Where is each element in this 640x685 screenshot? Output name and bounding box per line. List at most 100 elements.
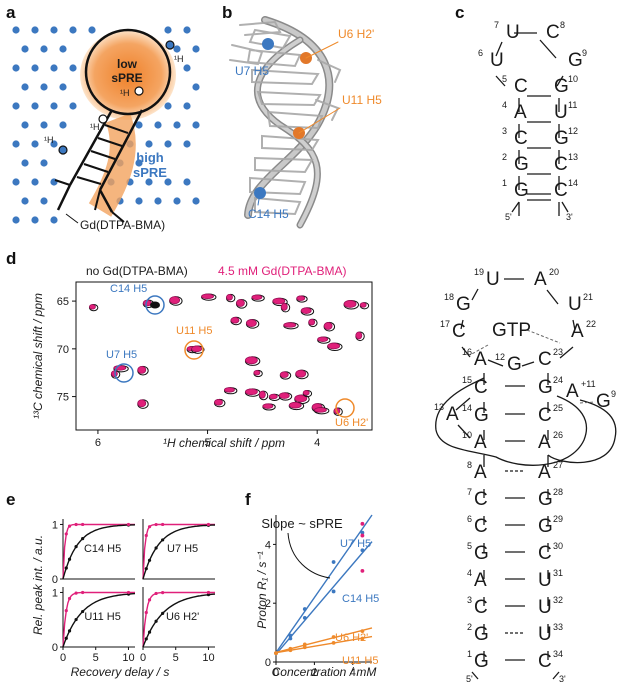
peak-contour-pink bbox=[246, 319, 257, 327]
gd-agent-dot bbox=[21, 45, 29, 53]
nucleotide-number: 28 bbox=[553, 487, 563, 497]
nucleotide-number: 30 bbox=[553, 541, 563, 551]
recovery-point-gd bbox=[64, 532, 68, 536]
backbone-segment bbox=[547, 399, 617, 464]
nucleotide-g9: G bbox=[568, 50, 583, 71]
gd-agent-dot bbox=[12, 26, 20, 34]
gd-agent-dot bbox=[173, 45, 181, 53]
recovery-ytick-label: 1 bbox=[52, 587, 58, 599]
gd-agent-dot bbox=[164, 26, 172, 34]
r1-ylabel: Proton R₁ / s⁻¹ bbox=[255, 551, 269, 628]
gd-agent-dot bbox=[183, 64, 191, 72]
nucleotide-g14: G bbox=[474, 405, 489, 426]
high-spre-label-2: sPRE bbox=[133, 165, 167, 180]
peak-contour-pink bbox=[300, 307, 312, 314]
gd-agent-dot bbox=[59, 83, 67, 91]
gd-agent-dot bbox=[12, 178, 20, 186]
nucleotide-number: 9 bbox=[582, 48, 587, 58]
nmr-xlabel: ¹H chemical shift / ppm bbox=[163, 436, 285, 450]
nucleotide-number: 20 bbox=[549, 267, 559, 277]
gd-agent-dot bbox=[173, 121, 181, 129]
gd-agent-dot bbox=[145, 140, 153, 148]
gd-agent-dot bbox=[69, 102, 77, 110]
recovery-point-none bbox=[74, 545, 78, 549]
peak-contour-pink bbox=[302, 390, 310, 396]
gd-agent-dot bbox=[173, 197, 181, 205]
r1-point bbox=[331, 635, 336, 639]
r1-point bbox=[302, 607, 307, 611]
peak-contour-pink bbox=[343, 300, 357, 308]
panel-label-b: b bbox=[222, 3, 232, 22]
h-label-4: ¹H bbox=[44, 135, 54, 145]
nucleotide-number: 33 bbox=[553, 622, 563, 632]
recovery-point-none bbox=[81, 536, 85, 541]
nucleotide-number: 12 bbox=[568, 126, 578, 136]
circle-u7 bbox=[114, 363, 134, 383]
gd-agent-dot bbox=[164, 178, 172, 186]
subplot-label: U11 H5 bbox=[84, 611, 120, 623]
nmr-xtick-label: 5 bbox=[204, 437, 210, 449]
gd-agent-dot bbox=[59, 45, 67, 53]
backbone-segment bbox=[546, 289, 559, 305]
gd-agent-dot bbox=[183, 178, 191, 186]
gd-agent-dot bbox=[154, 121, 162, 129]
nucleotide-number: +11 bbox=[581, 379, 596, 389]
backbone-segment bbox=[556, 75, 564, 87]
nucleotide-number: 6 bbox=[478, 48, 483, 58]
recovery-ytick-label: 0 bbox=[52, 574, 58, 586]
backbone-segment bbox=[559, 346, 574, 359]
slope-arrow bbox=[287, 532, 331, 579]
gd-agent-dot bbox=[154, 197, 162, 205]
recovery-xtick-label: 0 bbox=[60, 652, 66, 664]
panel-label-f: f bbox=[245, 490, 251, 509]
nucleotide-a11: A bbox=[566, 381, 579, 402]
end-5prime: 5' bbox=[505, 212, 512, 222]
nucleotide-number: 27 bbox=[553, 460, 563, 470]
backbone-segment bbox=[552, 671, 560, 680]
nucleotide-c14: C bbox=[554, 180, 568, 201]
recovery-point-none bbox=[154, 619, 158, 623]
backbone-segment bbox=[471, 671, 479, 680]
gd-agent-dot bbox=[192, 45, 200, 53]
peak-contour-pink bbox=[283, 322, 297, 328]
r1-point bbox=[360, 548, 365, 553]
end-3prime: 3' bbox=[566, 212, 573, 222]
peak-label-u7: U7 H5 bbox=[106, 349, 137, 361]
nucleotide-number: 8 bbox=[560, 20, 565, 30]
r1-point bbox=[302, 642, 307, 647]
backbone-segment bbox=[435, 377, 588, 466]
peak-contour-pink bbox=[245, 388, 258, 396]
nucleotide-c3: C bbox=[514, 128, 528, 149]
series-label-u6: U6 H2' bbox=[335, 632, 368, 644]
peak-contour-pink bbox=[191, 345, 202, 353]
recovery-point-gd bbox=[161, 590, 165, 595]
label-u7-h5-3d: U7 H5 bbox=[235, 64, 269, 78]
gd-agent-dot bbox=[31, 178, 39, 186]
recovery-xtick-label: 0 bbox=[140, 652, 146, 664]
nucleotide-u21: U bbox=[568, 294, 582, 315]
backbone-segment bbox=[495, 41, 503, 57]
nucleotide-g9: G bbox=[596, 391, 611, 412]
gd-agent-dot bbox=[40, 197, 48, 205]
peak-contour-pink bbox=[236, 299, 245, 307]
recovery-point-none bbox=[144, 567, 148, 571]
nucleotide-number: 13 bbox=[568, 152, 578, 162]
nucleotide-number: 34 bbox=[553, 649, 563, 659]
gd-agent-dot bbox=[31, 140, 39, 148]
r1-point bbox=[288, 636, 293, 641]
nucleotide-c30: C bbox=[538, 543, 552, 564]
h-label-1: ¹H bbox=[174, 54, 184, 64]
nucleotide-c3: C bbox=[474, 597, 488, 618]
nucleotide-number: 5 bbox=[502, 74, 507, 84]
backbone-segment bbox=[539, 39, 557, 59]
panel-label-d: d bbox=[6, 249, 16, 268]
recovery-point-none bbox=[67, 557, 72, 561]
subplot-label: U6 H2' bbox=[166, 611, 199, 623]
nucleotide-number: 1 bbox=[467, 649, 472, 659]
backbone-segment bbox=[511, 201, 520, 213]
peak-label-u6: U6 H2' bbox=[335, 417, 368, 429]
nucleotide-number: 22 bbox=[586, 319, 596, 329]
backbone-segment bbox=[487, 359, 504, 367]
gd-agent-dot bbox=[21, 121, 29, 129]
